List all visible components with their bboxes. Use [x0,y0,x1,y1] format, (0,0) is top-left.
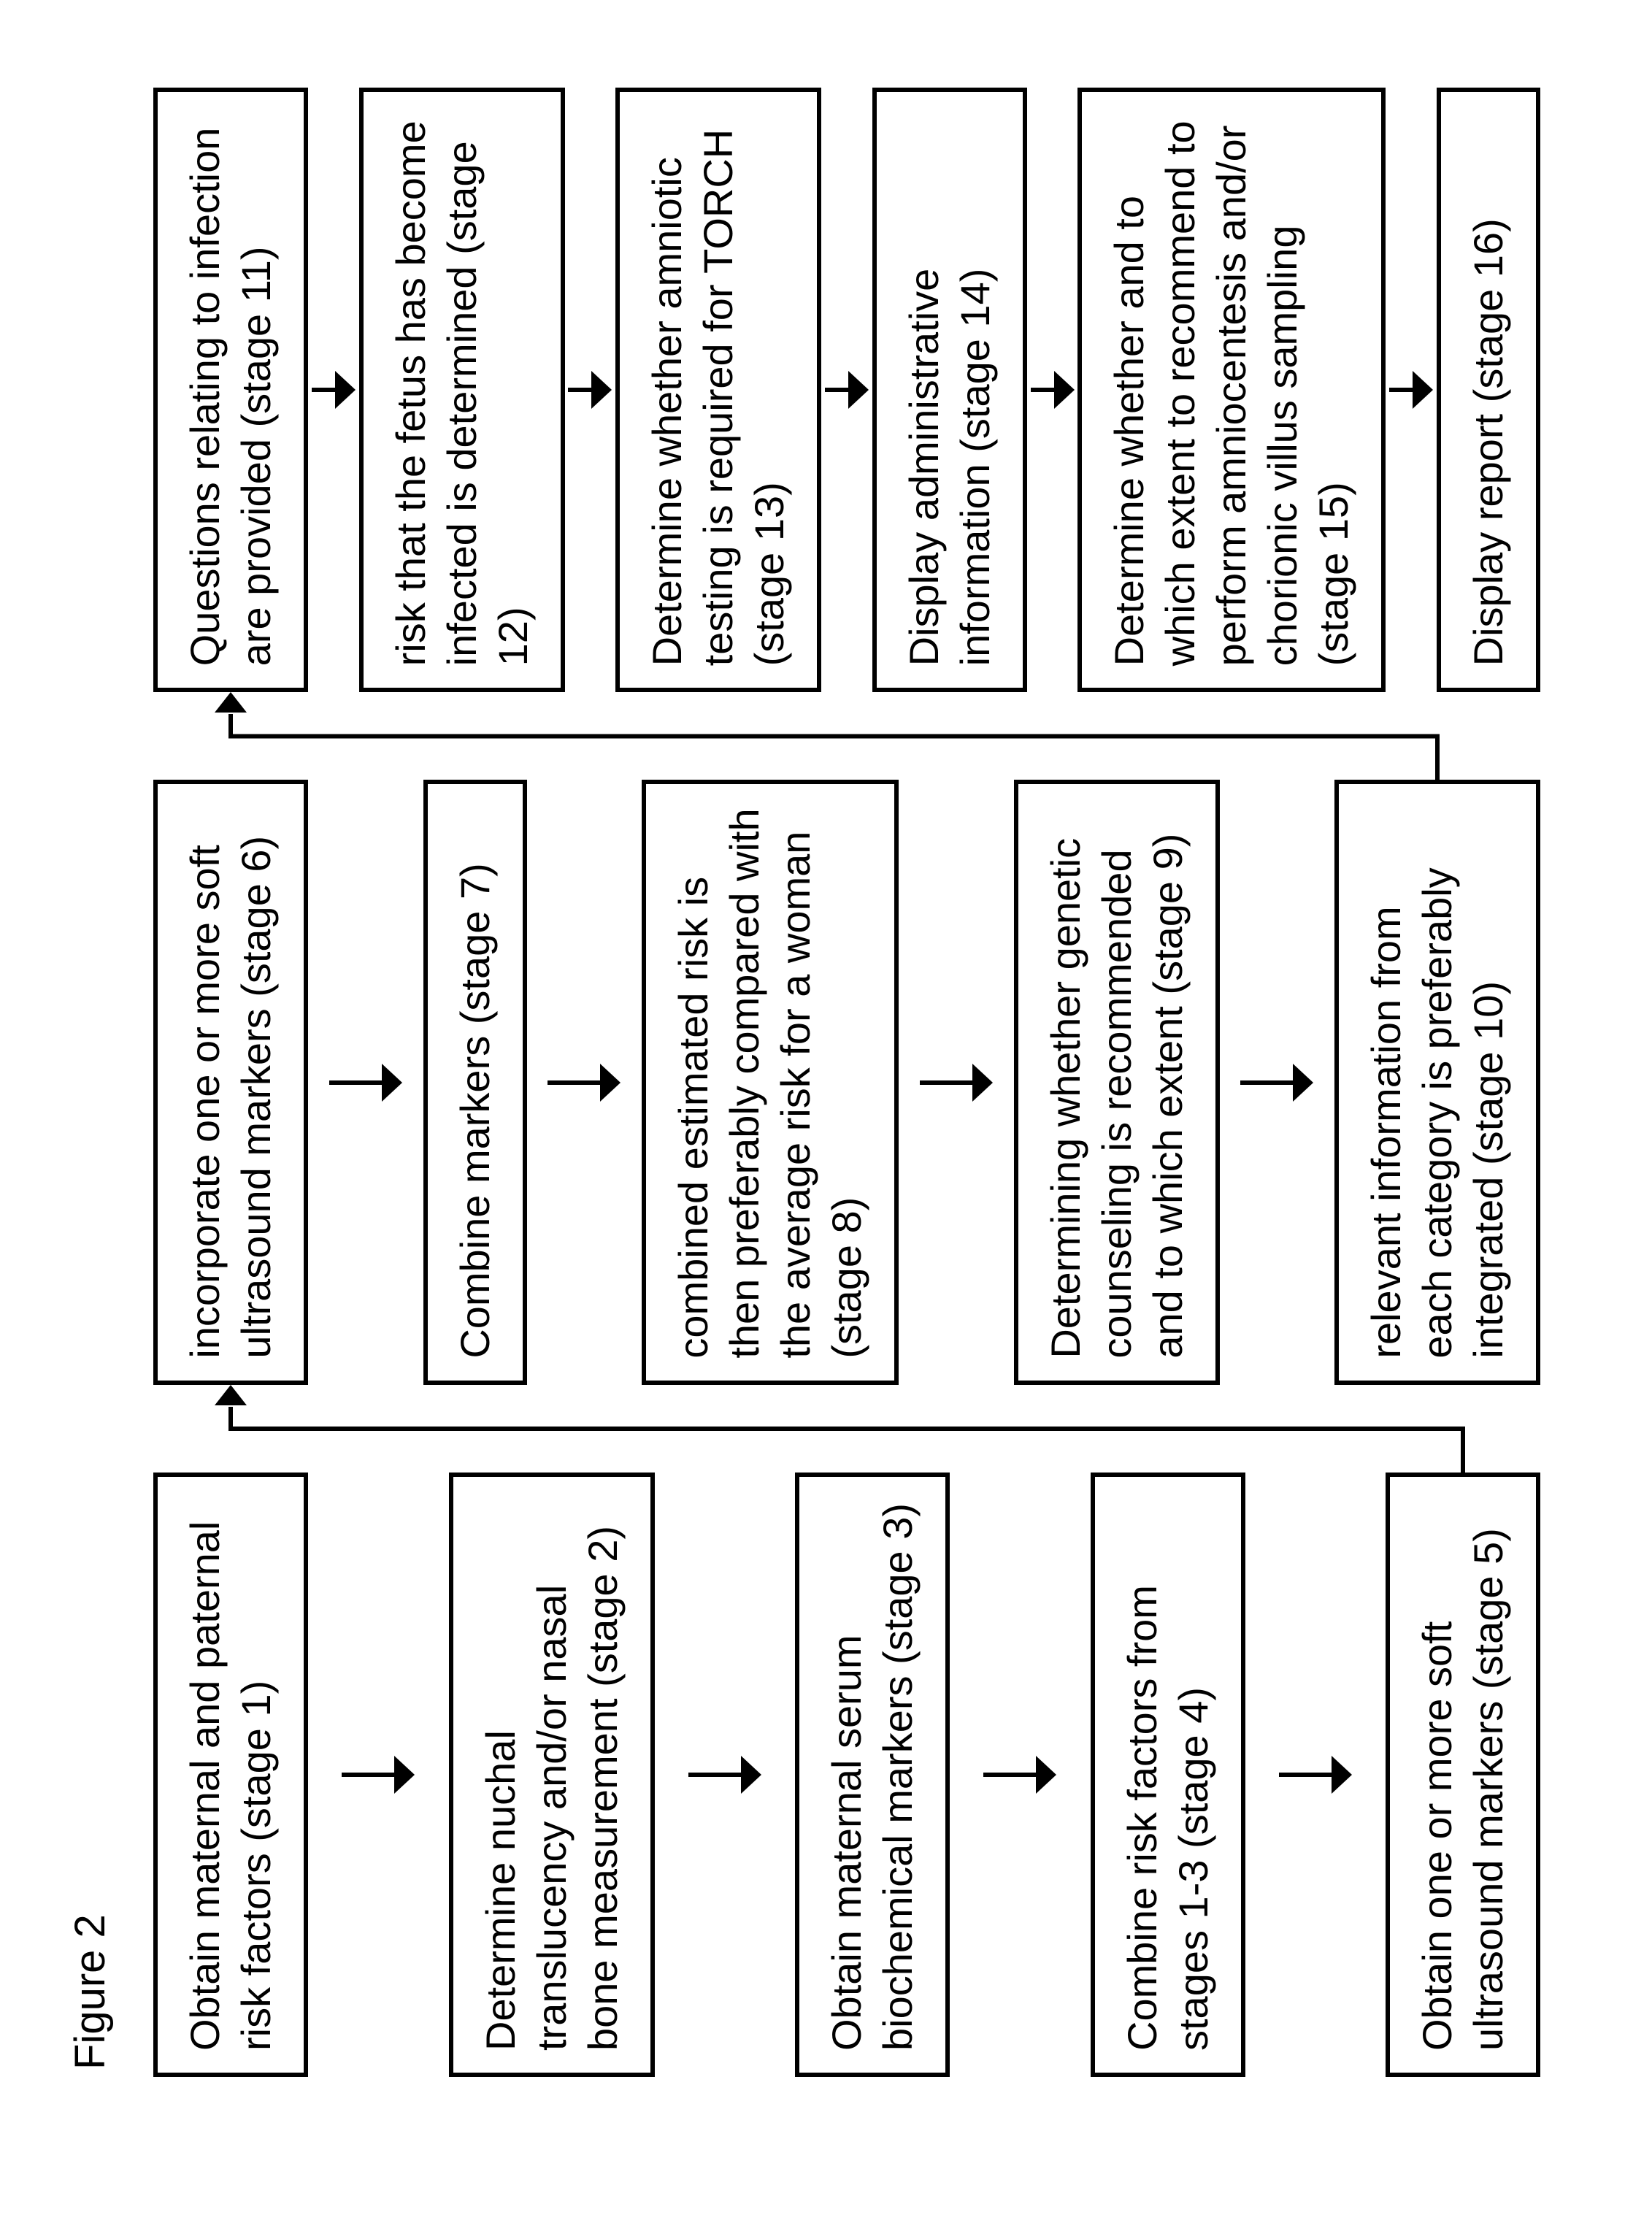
flowchart-box: Determining whether genetic counseling i… [1014,780,1220,1384]
flowchart-box: Obtain one or more soft ultrasound marke… [1386,1473,1540,2077]
flowchart-box: Determine whether and to which extent to… [1077,88,1386,692]
flowchart-box: Determine nuchal translucency and/or nas… [449,1473,655,2077]
flowchart-box: combined estimated risk is then preferab… [642,780,899,1384]
arrow-down [312,88,356,692]
flowchart-box: risk that the fetus has become infected … [359,88,565,692]
flowchart-box: Combine markers (stage 7) [423,780,527,1384]
flowchart-box: Combine risk factors from stages 1-3 (st… [1091,1473,1245,2077]
arrow-down [568,88,612,692]
arrow-down [1389,88,1433,692]
arrow-down [688,1473,761,2077]
arrow-down [1240,780,1313,1384]
flowchart-box: Obtain maternal serum biochemical marker… [795,1473,950,2077]
arrow-down [983,1473,1056,2077]
arrow-down [1279,1473,1352,2077]
flowchart-box: Display administrative information (stag… [872,88,1027,692]
figure-label: Figure 2 [66,1914,115,2070]
flowchart-canvas: Figure 2 Obtain maternal and paternal ri… [0,0,1652,2223]
arrow-down [825,88,869,692]
arrow-down [342,1473,415,2077]
flowchart-column: Questions relating to infection are prov… [153,88,1540,692]
flowchart-column: incorporate one or more soft ultrasound … [153,780,1540,1384]
flowchart-columns: Obtain maternal and paternal risk factor… [153,88,1540,2077]
arrow-down [920,780,993,1384]
flowchart-box: Obtain maternal and paternal risk factor… [153,1473,308,2077]
flowchart-column: Obtain maternal and paternal risk factor… [153,1473,1540,2077]
flowchart-box: relevant information from each category … [1334,780,1540,1384]
flowchart-box: Display report (stage 16) [1437,88,1540,692]
arrow-down [548,780,621,1384]
page: Figure 2 Obtain maternal and paternal ri… [0,571,1652,2223]
arrow-down [1031,88,1075,692]
flowchart-box: Questions relating to infection are prov… [153,88,308,692]
flowchart-box: Determine whether amniotic testing is re… [615,88,821,692]
arrow-down [329,780,402,1384]
flowchart-box: incorporate one or more soft ultrasound … [153,780,308,1384]
